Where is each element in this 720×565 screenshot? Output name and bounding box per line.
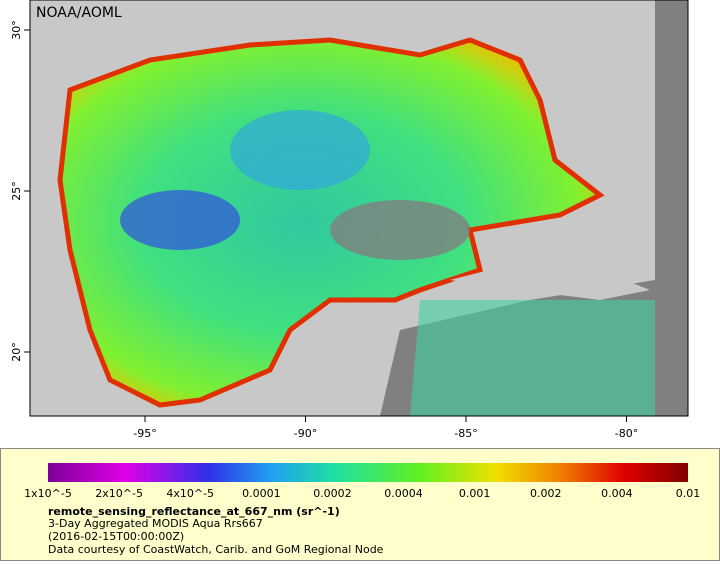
- colorbar-tick-label: 0.0004: [384, 487, 423, 500]
- colorbar-tick-label: 2x10^-5: [95, 487, 143, 500]
- colorbar-tick-label: 0.002: [530, 487, 562, 500]
- lat-tick-label: 20°: [10, 342, 23, 362]
- lon-tick-label: -95°: [133, 427, 156, 440]
- patch: [120, 190, 240, 250]
- legend-title: remote_sensing_reflectance_at_667_nm (sr…: [48, 505, 340, 518]
- map: NOAA/AOML: [29, 0, 689, 417]
- colorbar-tick-label: 0.004: [601, 487, 633, 500]
- colorbar: [48, 463, 688, 482]
- patch: [230, 110, 370, 190]
- legend-line: 3-Day Aggregated MODIS Aqua Rrs667: [48, 517, 263, 530]
- colorbar-tick-label: 4x10^-5: [166, 487, 214, 500]
- colorbar-tick-label: 0.01: [676, 487, 701, 500]
- lon-tick-label: -90°: [294, 427, 317, 440]
- lon-tick-label: -80°: [615, 427, 638, 440]
- lon-tick-label: -85°: [454, 427, 477, 440]
- colorbar-tick-label: 0.001: [459, 487, 491, 500]
- legend-line: Data courtesy of CoastWatch, Carib. and …: [48, 543, 384, 556]
- lat-tick-label: 30°: [10, 20, 23, 40]
- map-frame: [29, 0, 689, 417]
- gulf: [57, 37, 605, 408]
- colorbar-tick-label: 0.0001: [242, 487, 281, 500]
- cloud: [330, 200, 470, 260]
- colorbar-tick-label: 0.0002: [313, 487, 352, 500]
- map-label: NOAA/AOML: [36, 5, 122, 21]
- colorbar-tick-label: 1x10^-5: [24, 487, 72, 500]
- cuba: [450, 262, 650, 300]
- caribbean: [410, 300, 655, 416]
- legend-line: (2016-02-15T00:00:00Z): [48, 530, 184, 543]
- no-data: [655, 0, 688, 416]
- lat-tick-label: 25°: [10, 181, 23, 201]
